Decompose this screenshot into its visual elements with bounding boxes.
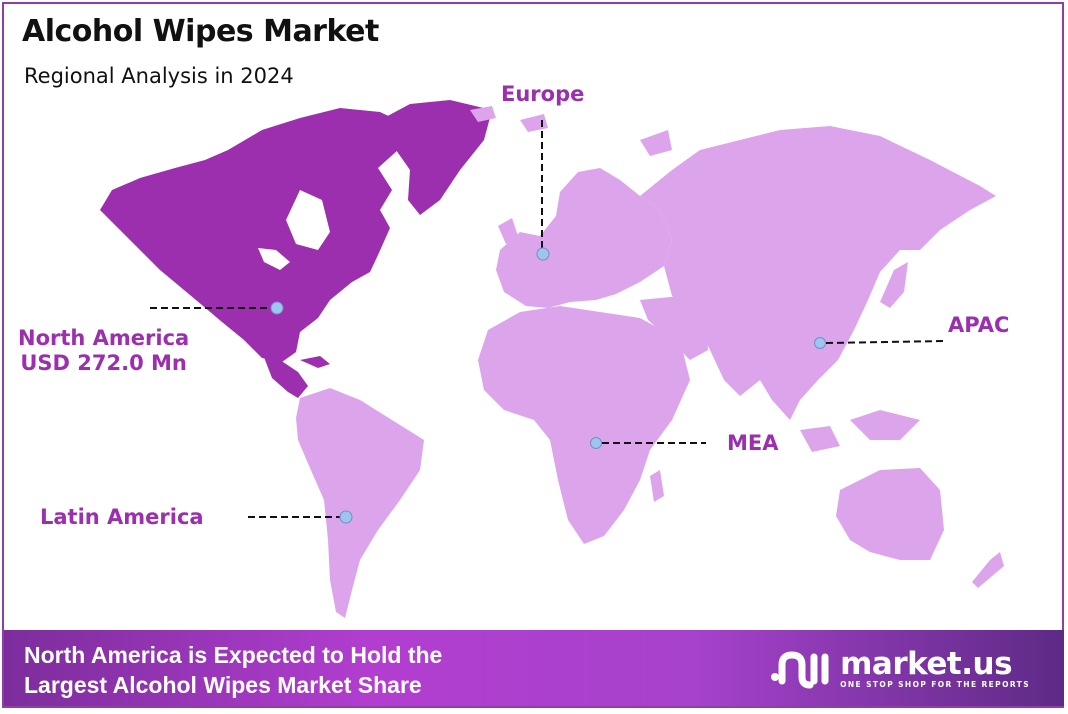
world-map xyxy=(100,100,1004,618)
brand-tagline: ONE STOP SHOP FOR THE REPORTS xyxy=(840,680,1030,689)
footer-headline-line1: North America is Expected to Hold the xyxy=(24,642,443,668)
page-subtitle: Regional Analysis in 2024 xyxy=(24,64,294,88)
marker-north-america xyxy=(270,301,284,315)
label-europe: Europe xyxy=(501,82,585,106)
label-apac: APAC xyxy=(948,313,1010,337)
region-name: North America xyxy=(18,326,190,350)
region-markers xyxy=(270,247,826,524)
leader-lines xyxy=(150,120,947,518)
region-north-america xyxy=(100,100,492,398)
region-europe xyxy=(470,106,672,308)
footer-headline: North America is Expected to Hold the La… xyxy=(24,640,442,700)
region-mea xyxy=(478,296,708,544)
marker-apac xyxy=(814,337,826,349)
region-latin-america xyxy=(296,388,424,618)
page-title: Alcohol Wipes Market xyxy=(22,14,379,49)
footer-banner: North America is Expected to Hold the La… xyxy=(4,630,1064,706)
market-us-logo-icon xyxy=(771,651,829,689)
brand-name: market.us xyxy=(840,646,1013,682)
label-latin-america: Latin America xyxy=(40,505,204,529)
label-mea: MEA xyxy=(727,431,779,455)
marker-mea xyxy=(590,437,602,449)
brand-logo: market.us ONE STOP SHOP FOR THE REPORTS xyxy=(770,644,1030,694)
label-north-america: North America USD 272.0 Mn xyxy=(18,326,189,376)
marker-latin-america xyxy=(339,510,353,524)
region-value: USD 272.0 Mn xyxy=(20,351,187,376)
marker-europe xyxy=(536,247,550,261)
footer-headline-line2: Largest Alcohol Wipes Market Share xyxy=(24,672,422,698)
region-apac xyxy=(640,126,1004,588)
